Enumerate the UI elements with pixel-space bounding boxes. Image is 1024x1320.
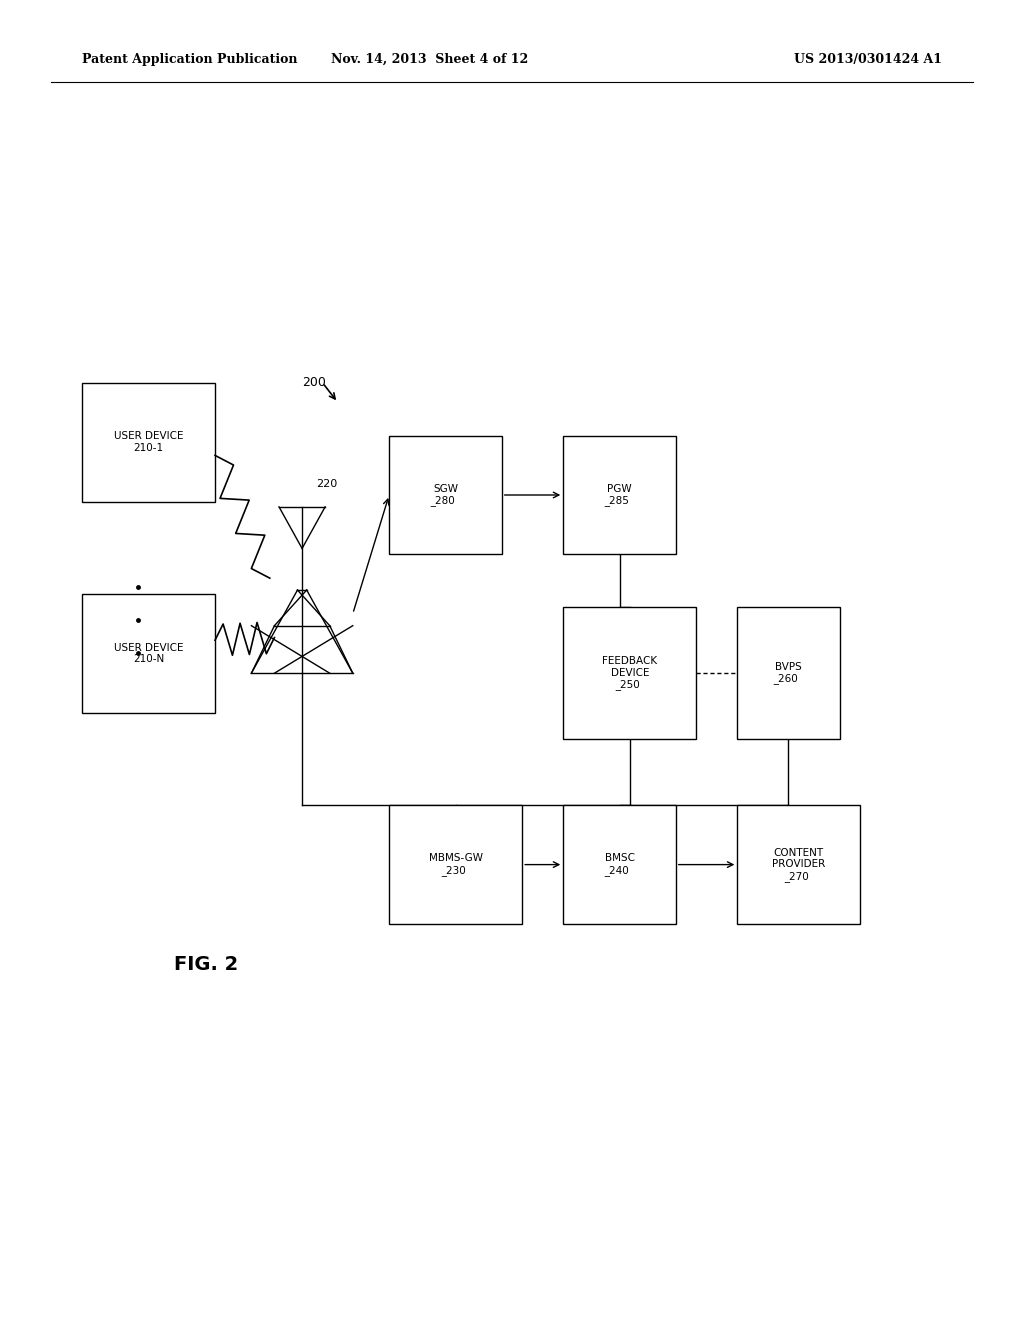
FancyBboxPatch shape — [737, 805, 860, 924]
Text: USER DEVICE
210-N: USER DEVICE 210-N — [114, 643, 183, 664]
Text: USER DEVICE
210-1: USER DEVICE 210-1 — [114, 432, 183, 453]
Text: BMSC
̲240: BMSC ̲240 — [604, 853, 635, 876]
Text: 200: 200 — [302, 376, 326, 389]
Text: FEEDBACK
DEVICE
̲250: FEEDBACK DEVICE ̲250 — [602, 656, 657, 690]
Text: SGW
̲280: SGW ̲280 — [433, 483, 458, 507]
Text: Nov. 14, 2013  Sheet 4 of 12: Nov. 14, 2013 Sheet 4 of 12 — [332, 53, 528, 66]
FancyBboxPatch shape — [82, 383, 215, 502]
Text: FIG. 2: FIG. 2 — [174, 956, 239, 974]
FancyBboxPatch shape — [82, 594, 215, 713]
Text: 220: 220 — [315, 479, 337, 488]
FancyBboxPatch shape — [563, 436, 676, 554]
Text: CONTENT
PROVIDER
̲270: CONTENT PROVIDER ̲270 — [772, 847, 825, 882]
Text: Patent Application Publication: Patent Application Publication — [82, 53, 297, 66]
FancyBboxPatch shape — [563, 607, 696, 739]
Text: US 2013/0301424 A1: US 2013/0301424 A1 — [794, 53, 942, 66]
FancyBboxPatch shape — [389, 436, 502, 554]
Text: MBMS-GW
̲230: MBMS-GW ̲230 — [429, 853, 482, 876]
FancyBboxPatch shape — [737, 607, 840, 739]
FancyBboxPatch shape — [389, 805, 522, 924]
Text: PGW
̲285: PGW ̲285 — [607, 483, 632, 507]
FancyBboxPatch shape — [563, 805, 676, 924]
Text: BVPS
̲260: BVPS ̲260 — [775, 661, 802, 685]
